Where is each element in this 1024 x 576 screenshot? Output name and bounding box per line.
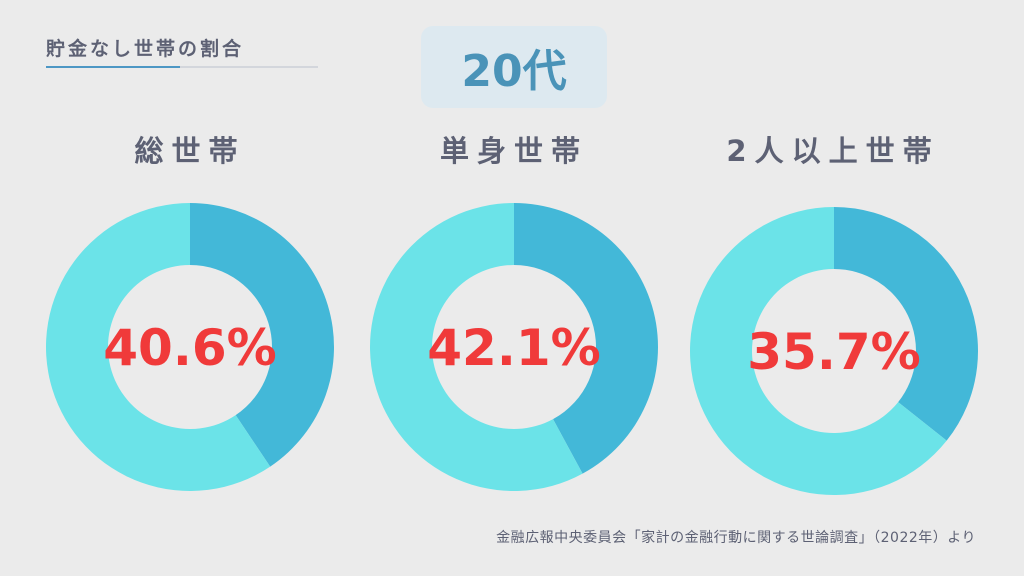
title-underline — [46, 66, 318, 68]
donut-chart-single: 42.1% — [370, 203, 659, 491]
chart-title-total: 総世帯 — [134, 134, 246, 168]
title-underline-accent — [46, 66, 180, 68]
page-title: 貯金なし世帯の割合 — [46, 38, 245, 60]
donut-chart-multi: 35.7% — [690, 206, 979, 495]
donut-slice-share — [514, 203, 659, 474]
chart-title-multi: 2人以上世帯 — [726, 134, 940, 168]
age-group-badge: 20代 — [421, 26, 607, 108]
donut-slice-share — [834, 206, 979, 441]
donut-slice-share — [190, 203, 335, 467]
donut-value-label: 35.7% — [747, 323, 920, 381]
donut-slice-rest — [46, 203, 271, 491]
donut-value-label: 42.1% — [427, 319, 600, 377]
donut-value-label: 40.6% — [103, 319, 276, 377]
chart-title-single: 単身世帯 — [439, 134, 588, 168]
donut-chart-total: 40.6% — [46, 203, 335, 491]
donut-slice-rest — [370, 203, 583, 491]
donut-slice-rest — [690, 206, 947, 495]
source-note: 金融広報中央委員会「家計の金融行動に関する世論調査」（2022年）より — [496, 530, 976, 546]
